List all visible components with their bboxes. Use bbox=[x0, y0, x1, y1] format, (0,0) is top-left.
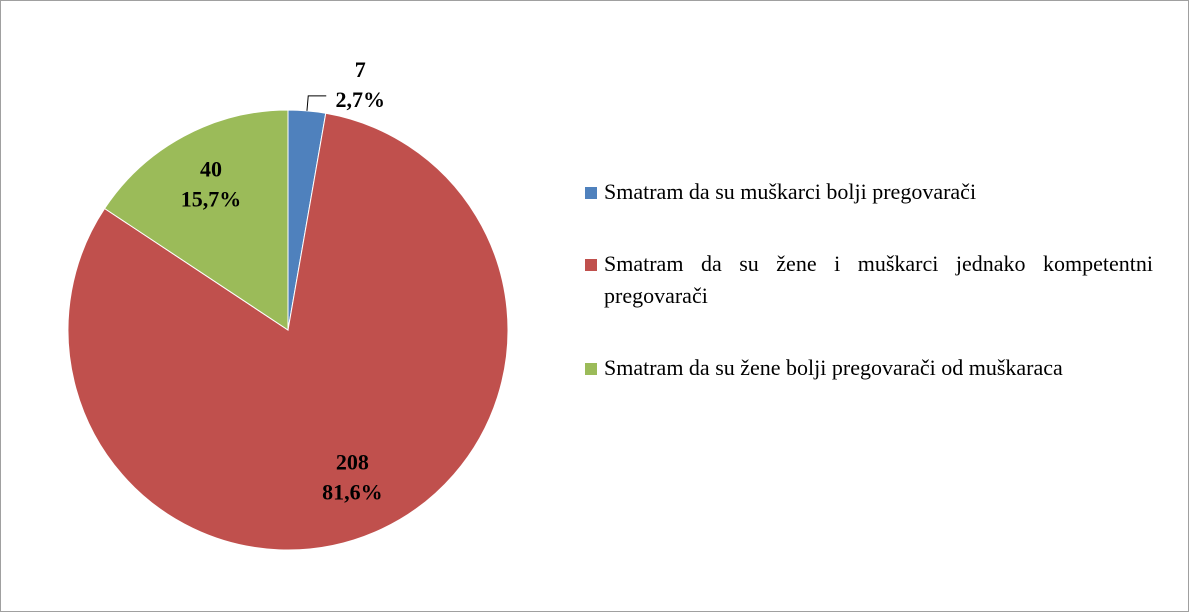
percent-label: 81,6% bbox=[322, 480, 383, 505]
leader-line bbox=[306, 95, 327, 111]
data-label: 208 bbox=[336, 450, 369, 475]
legend: Smatram da su muškarci bolji pregovarači… bbox=[585, 176, 1153, 424]
legend-swatch bbox=[585, 363, 597, 375]
legend-entry: Smatram da su muškarci bolji pregovarači bbox=[585, 176, 1153, 208]
percent-label: 15,7% bbox=[181, 187, 242, 212]
legend-entry: Smatram da su žene i muškarci jednako ko… bbox=[585, 248, 1153, 312]
legend-label: Smatram da su žene bolji pregovarači od … bbox=[604, 355, 1063, 380]
data-label: 40 bbox=[200, 157, 222, 182]
legend-label: Smatram da su žene i muškarci jednako ko… bbox=[604, 251, 1153, 308]
pie-slice bbox=[103, 109, 289, 331]
pie-slice bbox=[67, 112, 509, 551]
legend-swatch bbox=[585, 187, 597, 199]
legend-entry: Smatram da su žene bolji pregovarači od … bbox=[585, 352, 1153, 384]
percent-label: 2,7% bbox=[335, 87, 385, 112]
data-label: 7 bbox=[355, 57, 366, 82]
legend-swatch bbox=[585, 259, 597, 271]
legend-label: Smatram da su muškarci bolji pregovarači bbox=[604, 179, 977, 204]
